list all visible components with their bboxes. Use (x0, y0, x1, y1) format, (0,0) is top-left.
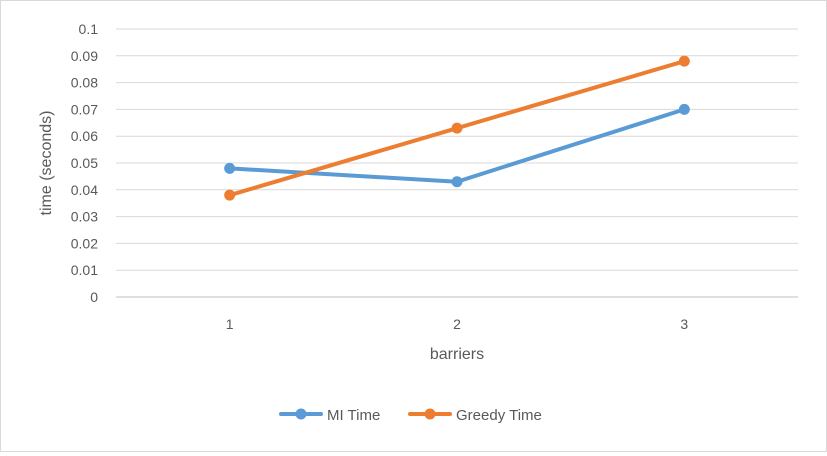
y-tick-label: 0.05 (71, 155, 98, 171)
y-axis-title: time (seconds) (38, 111, 55, 216)
data-point (451, 176, 463, 188)
legend-label: Greedy Time (456, 407, 542, 424)
y-tick-label: 0.1 (79, 21, 99, 37)
y-tick-label: 0.07 (71, 101, 98, 117)
data-point (451, 122, 463, 134)
legend-label: MI Time (327, 407, 380, 424)
x-tick-label: 1 (226, 316, 234, 332)
data-point (678, 103, 690, 115)
y-tick-label: 0.06 (71, 128, 98, 144)
x-tick-label: 3 (680, 316, 688, 332)
y-tick-label: 0.08 (71, 75, 98, 91)
series-line-mi-time (227, 107, 687, 184)
y-tick-label: 0.09 (71, 48, 98, 64)
y-tick-label: 0.04 (71, 182, 98, 198)
y-tick-label: 0.01 (71, 262, 98, 278)
data-point (224, 162, 236, 174)
legend-marker-swatch (424, 408, 436, 420)
y-tick-label: 0.03 (71, 209, 98, 225)
x-tick-label: 2 (453, 316, 461, 332)
legend-marker-swatch (295, 408, 307, 420)
y-tick-label: 0.02 (71, 235, 98, 251)
x-axis-title: barriers (430, 346, 484, 363)
y-tick-label: 0 (90, 289, 98, 305)
data-point (678, 55, 690, 67)
data-point (224, 189, 236, 201)
